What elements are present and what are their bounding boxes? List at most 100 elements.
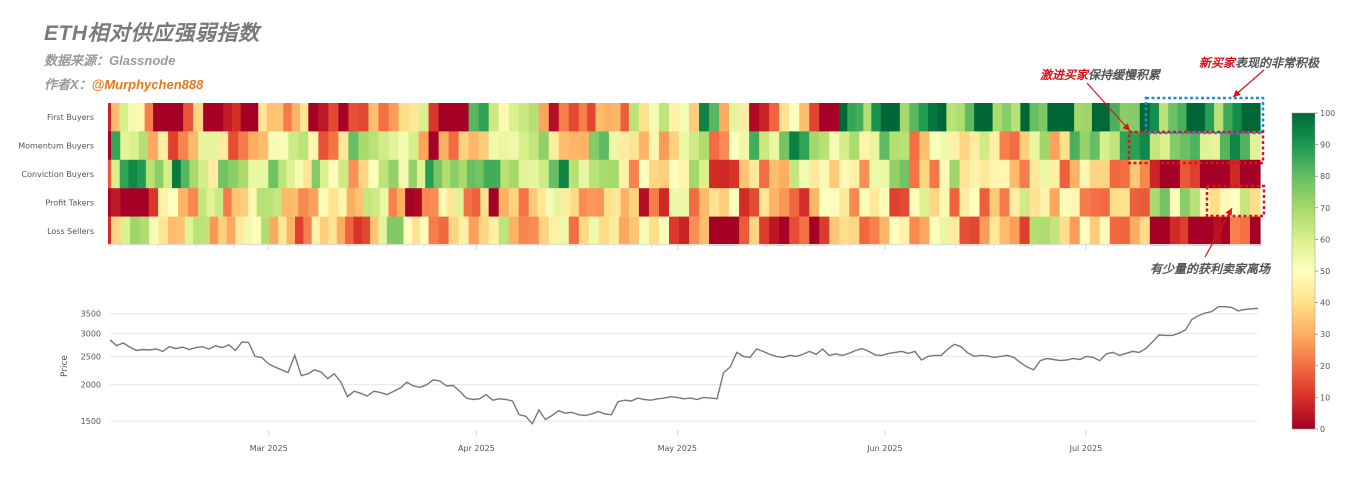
heatmap-cell [548, 159, 560, 189]
heatmap-cell [1149, 103, 1160, 132]
heatmap-cell [1069, 131, 1081, 160]
heatmap-cell [1109, 188, 1121, 217]
heatmap-cell [689, 103, 700, 132]
heatmap-cell [346, 188, 356, 217]
heatmap-cell [849, 131, 860, 160]
heatmap-cell [120, 131, 131, 160]
heatmap-cell [779, 188, 790, 217]
heatmap-cell [1149, 131, 1161, 160]
heatmap-cell [620, 103, 630, 132]
heatmap-cell [144, 103, 154, 132]
heatmap-cell [1199, 131, 1211, 160]
heatmap-cell [809, 216, 820, 246]
heatmap-cell [218, 131, 229, 160]
heatmap-cell [258, 103, 268, 132]
heatmap-cell [1009, 159, 1021, 189]
colorbar-tick-label: 0 [1320, 425, 1325, 434]
colorbar: 0 10 20 30 40 50 60 70 80 90 100 [1291, 109, 1335, 434]
heatmap-cell [819, 131, 830, 160]
heatmap-cell [699, 159, 710, 189]
heatmap-cell [1100, 103, 1111, 132]
heatmap-cell [689, 216, 700, 246]
heatmap-cell [294, 159, 304, 189]
heatmap-cell [428, 216, 440, 246]
heatmap-cell [286, 159, 296, 189]
heatmap-cell [658, 216, 670, 246]
heatmap-cell [458, 103, 470, 132]
heatmap-cell [999, 188, 1011, 217]
heatmap-cell [799, 216, 810, 246]
heatmap-cell [587, 188, 597, 217]
heatmap-cell [1196, 216, 1206, 246]
heatmap-cell [759, 159, 770, 189]
heatmap-cell [425, 159, 435, 189]
heatmap-cell [1119, 216, 1131, 246]
heatmap-cell [729, 216, 740, 246]
heatmap-cell [638, 188, 650, 217]
heatmap-cell [416, 159, 426, 189]
heatmap-cell [1029, 103, 1040, 132]
heatmap-cell [1241, 103, 1252, 132]
heatmap-cell [528, 216, 540, 246]
heatmap-cell [799, 159, 810, 189]
heatmap-cell [483, 159, 493, 189]
heatmap-cell [537, 188, 547, 217]
heatmap-row-labels: First Buyers Momentum Buyers Conviction Bu… [18, 113, 94, 236]
heatmap-cell [819, 216, 830, 246]
author-handle[interactable]: @Murphychen888 [91, 77, 204, 92]
heatmap-cell [468, 216, 480, 246]
heatmap-cell [1039, 131, 1051, 160]
heatmap-cell [919, 216, 931, 246]
heatmap-cell [273, 188, 283, 217]
price-y-tick-label: 2000 [81, 381, 101, 390]
heatmap-cell [1049, 159, 1061, 189]
heatmap-cell [819, 103, 830, 132]
heatmap-cell [979, 216, 991, 246]
heatmap-cell [759, 188, 770, 217]
heatmap-row-label: Profit Takers [45, 198, 94, 207]
heatmap-cell [463, 188, 473, 217]
heatmap-cell [628, 131, 640, 160]
annotation-aggressive-text: 保持缓慢积累 [1088, 68, 1161, 82]
heatmap-cell [538, 131, 550, 160]
heatmap-cell [839, 216, 850, 246]
heatmap-cell [388, 188, 398, 217]
heatmap-cell [348, 103, 360, 132]
heatmap-cell [989, 188, 1001, 217]
heatmap-cell [129, 131, 140, 160]
heatmap-cell [889, 131, 900, 160]
heatmap-cell [193, 103, 204, 132]
heatmap-cell [789, 216, 800, 246]
heatmap-cell [1119, 131, 1131, 160]
heatmap-cell [999, 159, 1011, 189]
heatmap-cell [1079, 159, 1091, 189]
heatmap-cell [298, 131, 309, 160]
heatmap-cell [719, 188, 730, 217]
heatmap-cell [1099, 216, 1111, 246]
heatmap-cell [839, 159, 850, 189]
heatmap-cell [789, 159, 800, 189]
heatmap-cell [223, 188, 233, 217]
heatmap-cell [338, 103, 350, 132]
heatmap-cell [108, 131, 112, 160]
heatmap-cell [438, 188, 448, 217]
heatmap-cell [139, 188, 150, 217]
heatmap-cell [1056, 103, 1066, 132]
heatmap-cell [719, 131, 730, 160]
heatmap-cell [438, 131, 450, 160]
heatmap-cell [739, 103, 750, 132]
heatmap-cell [1039, 159, 1051, 189]
heatmap-cell [378, 103, 390, 132]
heatmap-cell [1011, 103, 1021, 132]
heatmap-cell [1009, 188, 1021, 217]
heatmap-cell [899, 103, 910, 132]
heatmap-cell [909, 216, 921, 246]
heatmap-cell [969, 159, 981, 189]
heatmap-cell [120, 188, 131, 217]
heatmap-cell [163, 159, 173, 189]
price-series-line [109, 306, 1259, 426]
heatmap-cell [1020, 103, 1031, 132]
heatmap-cell [779, 159, 790, 189]
heatmap-cell [433, 159, 443, 189]
heatmap-cell [789, 131, 800, 160]
